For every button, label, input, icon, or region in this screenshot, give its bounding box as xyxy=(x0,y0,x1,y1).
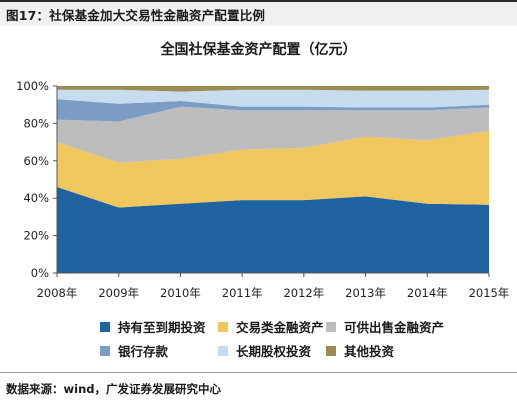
area-series-5 xyxy=(57,86,489,92)
y-tick-label: 40% xyxy=(23,191,49,205)
figure-title: 图17：社保基金加大交易性金融资产配置比例 xyxy=(6,8,266,23)
source-divider xyxy=(0,372,517,373)
legend-label: 其他投资 xyxy=(344,344,395,359)
figure-header: 图17：社保基金加大交易性金融资产配置比例 xyxy=(0,0,517,26)
y-tick-label: 0% xyxy=(31,266,49,280)
y-tick-label: 100% xyxy=(16,79,49,93)
stacked-area-chart: 0% 20% 40% 60% 80% 100% 2008年 2009年 2010年 2011年 20… xyxy=(16,79,510,300)
legend-swatch xyxy=(326,345,336,356)
legend-item-available-for-sale: 可供出售金融资产 xyxy=(326,317,444,336)
legend-label: 可供出售金融资产 xyxy=(344,320,445,335)
x-tick-label: 2012年 xyxy=(283,286,324,300)
chart-legend: 持有至到期投资 交易类金融资产 可供出售金融资产 银行存款 长期股权投资 其他投… xyxy=(0,310,517,366)
x-tick-label: 2009年 xyxy=(98,286,139,300)
legend-label: 长期股权投资 xyxy=(236,344,312,359)
legend-item-other-investments: 其他投资 xyxy=(326,341,394,360)
legend-swatch xyxy=(100,321,110,332)
source-note: 数据来源：wind，广发证券发展研究中心 xyxy=(6,382,221,396)
x-tick-label: 2015年 xyxy=(469,286,510,300)
area-series-4 xyxy=(57,89,489,108)
x-tick-label: 2008年 xyxy=(37,286,78,300)
area-series-3 xyxy=(57,99,489,122)
x-tick-label: 2011年 xyxy=(222,286,263,300)
x-tick-label: 2010年 xyxy=(160,286,201,300)
y-tick-label: 20% xyxy=(23,229,49,243)
legend-label: 交易类金融资产 xyxy=(236,320,324,335)
legend-swatch xyxy=(326,321,336,332)
y-tick-label: 60% xyxy=(23,154,49,168)
y-tick-label: 80% xyxy=(23,116,49,130)
legend-item-long-term-equity: 长期股权投资 xyxy=(218,341,311,360)
x-tick-label: 2013年 xyxy=(345,286,386,300)
legend-label: 银行存款 xyxy=(118,344,169,359)
legend-item-trading-assets: 交易类金融资产 xyxy=(218,317,324,336)
area-series-1 xyxy=(57,130,489,208)
area-series-2 xyxy=(57,106,489,163)
x-tick-label: 2014年 xyxy=(407,286,448,300)
legend-label: 持有至到期投资 xyxy=(118,320,206,335)
legend-swatch xyxy=(218,345,228,356)
chart-title: 全国社保基金资产配置（亿元） xyxy=(160,42,357,58)
legend-swatch xyxy=(100,345,110,356)
legend-item-held-to-maturity: 持有至到期投资 xyxy=(100,317,206,336)
area-series-0 xyxy=(57,186,489,273)
legend-swatch xyxy=(218,321,228,332)
legend-item-bank-deposits: 银行存款 xyxy=(100,341,168,360)
